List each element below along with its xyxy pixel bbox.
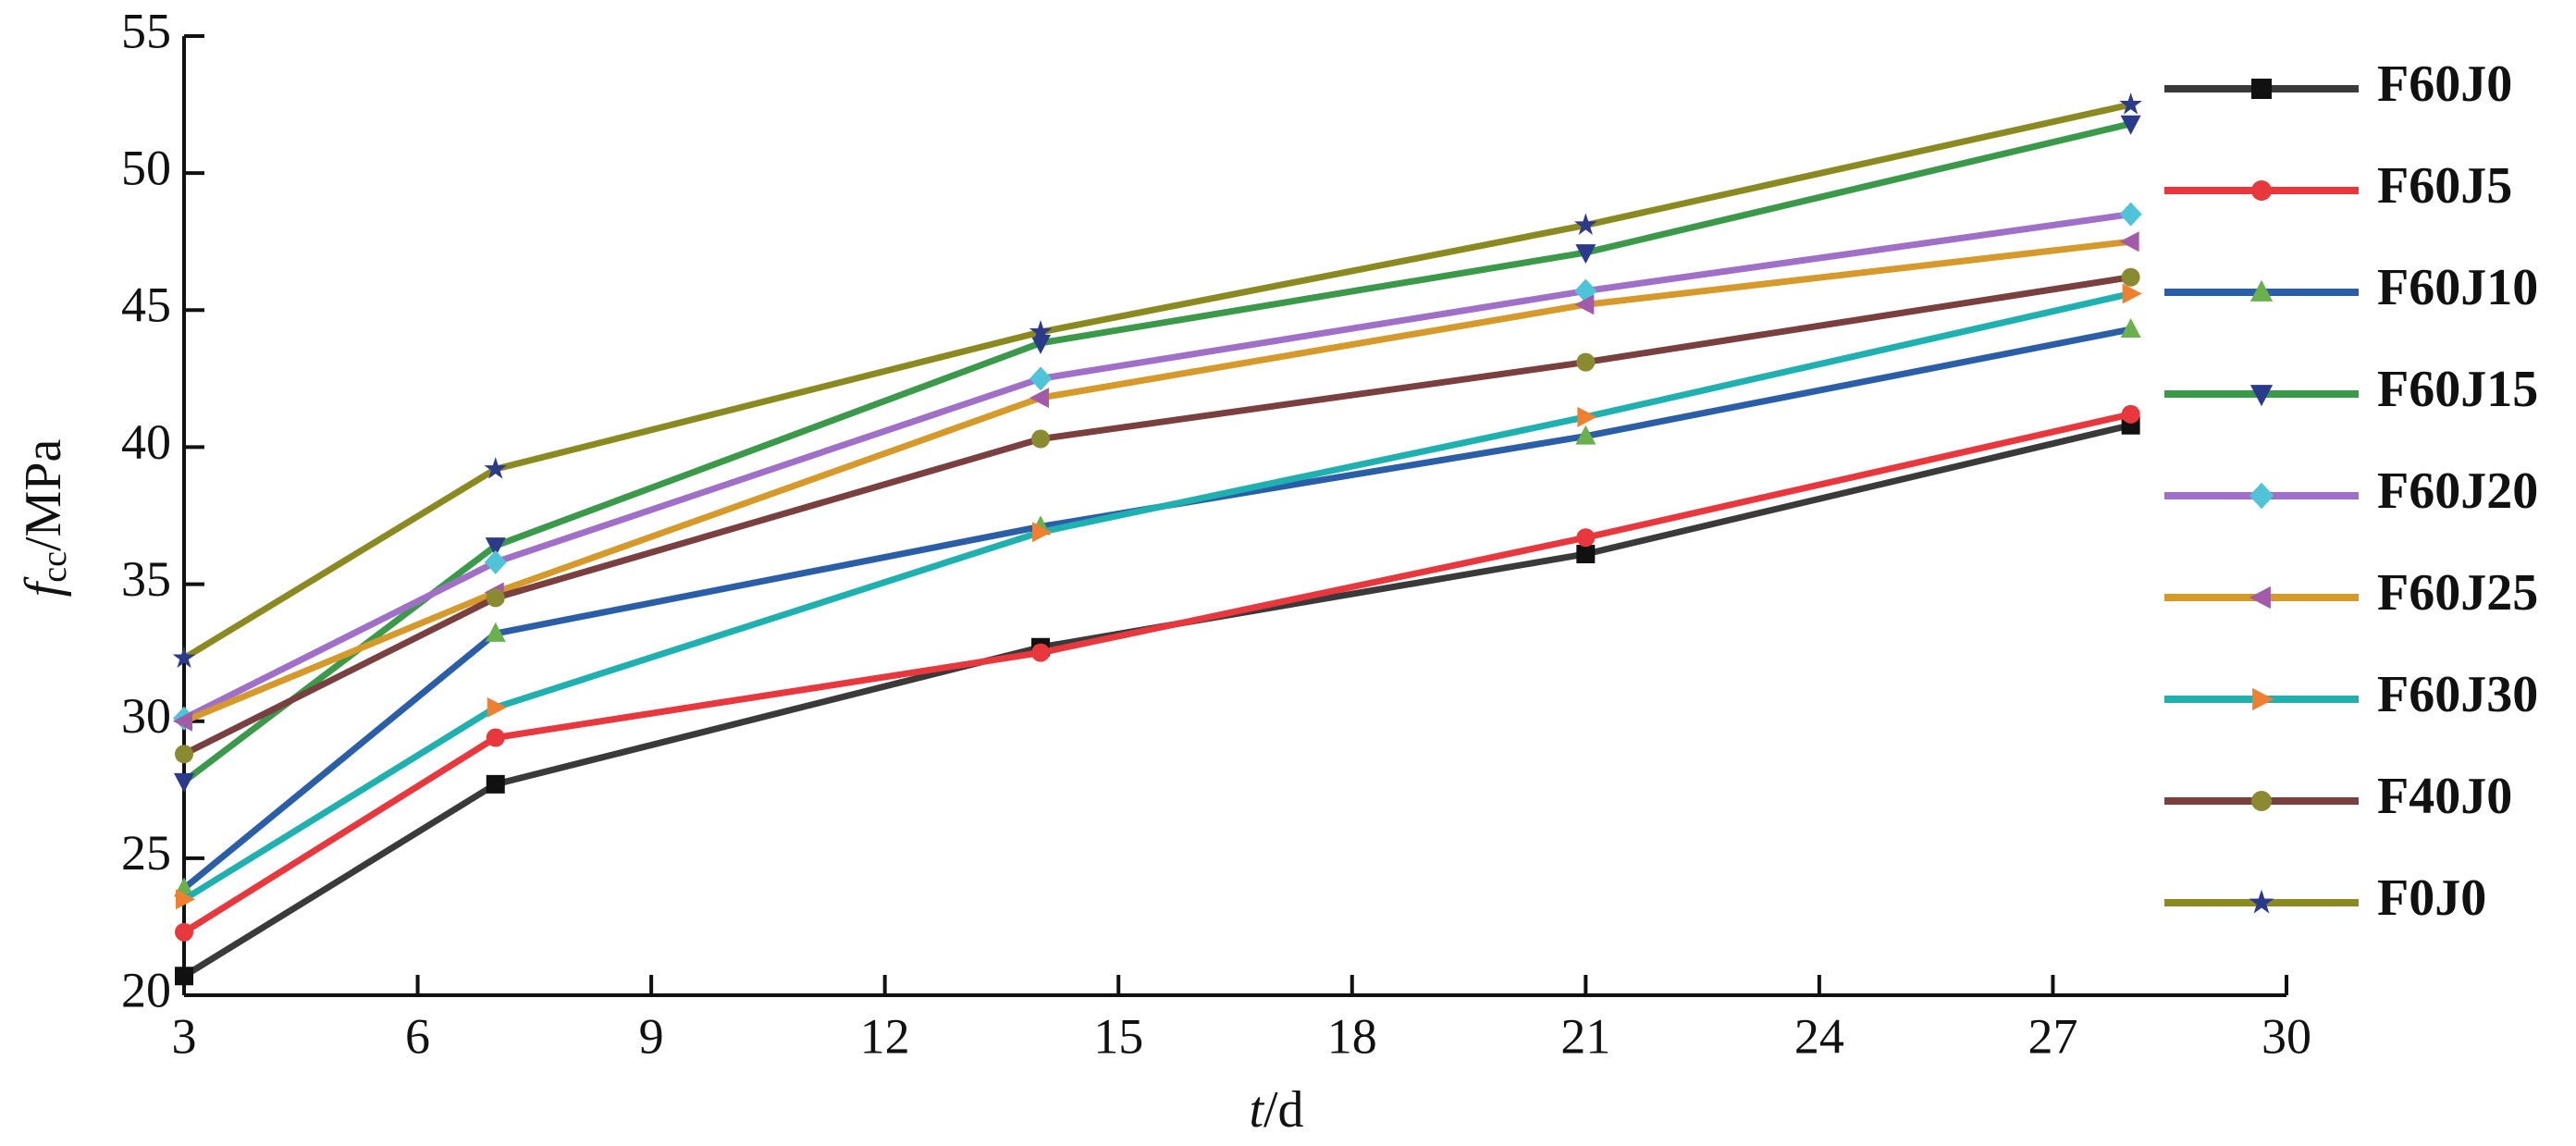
- y-tick-label: 45: [121, 277, 171, 333]
- marker: [485, 622, 506, 642]
- marker: [1574, 294, 1595, 315]
- marker: [2121, 404, 2140, 424]
- legend-label: F40J0: [2377, 768, 2512, 825]
- legend-label: F60J10: [2377, 259, 2538, 316]
- marker: [2121, 267, 2140, 287]
- x-tick-label: 24: [1794, 1008, 1844, 1064]
- legend-marker: [2251, 79, 2272, 99]
- x-tick-label: 30: [2262, 1008, 2311, 1064]
- marker: [176, 889, 195, 910]
- x-tick-label: 3: [172, 1008, 197, 1064]
- y-label-unit: /MPa: [15, 439, 72, 551]
- legend-marker: [2252, 687, 2274, 711]
- y-label-subscript: cc: [35, 551, 74, 583]
- marker: [173, 710, 192, 732]
- y-tick-label: 25: [121, 825, 171, 881]
- legend-label: F60J0: [2377, 55, 2512, 113]
- x-label-unit: /d: [1263, 1081, 1304, 1139]
- x-axis-label: t/d: [1249, 1081, 1303, 1139]
- marker: [2119, 202, 2142, 227]
- y-tick-label: 40: [121, 414, 171, 470]
- legend-label: F60J20: [2377, 462, 2538, 520]
- x-tick-label: 6: [405, 1008, 430, 1064]
- marker: [1575, 244, 1596, 265]
- y-tick-label: 55: [121, 3, 171, 58]
- x-tick-label: 12: [860, 1008, 910, 1064]
- series-line: [181, 120, 2132, 784]
- marker: [175, 745, 193, 764]
- marker: [1575, 425, 1596, 445]
- marker: [1029, 388, 1050, 409]
- marker: [2122, 283, 2142, 304]
- marker: [174, 772, 194, 793]
- marker: [487, 696, 507, 718]
- x-tick-label: 15: [1093, 1008, 1143, 1064]
- marker: [1031, 643, 1051, 662]
- marker: [486, 728, 505, 747]
- x-label-symbol: t: [1249, 1081, 1264, 1139]
- series-line: [182, 211, 2132, 721]
- x-tick-label: 18: [1327, 1008, 1377, 1064]
- legend-marker: [2249, 279, 2274, 302]
- legend-marker: [2249, 889, 2274, 914]
- marker: [175, 967, 193, 986]
- marker: [485, 537, 506, 558]
- x-tick-label: 9: [639, 1008, 664, 1064]
- y-tick-label: 20: [121, 962, 171, 1017]
- marker: [1032, 522, 1053, 543]
- legend-marker: [2251, 180, 2272, 201]
- marker: [2119, 231, 2139, 253]
- x-tick-label: 27: [2028, 1008, 2077, 1064]
- y-axis-label: fcc/MPa: [15, 439, 74, 598]
- marker: [1029, 366, 1053, 391]
- marker: [1031, 429, 1051, 449]
- marker: [484, 549, 507, 574]
- legend-marker: [2251, 791, 2272, 811]
- legend-marker: [2249, 385, 2274, 407]
- y-tick-label: 30: [121, 688, 171, 744]
- marker: [486, 588, 505, 608]
- legend-marker: [2249, 585, 2271, 610]
- legend-label: F60J15: [2377, 361, 2538, 418]
- legend-label: F60J30: [2377, 666, 2538, 723]
- marker: [2120, 318, 2141, 339]
- marker: [172, 646, 196, 669]
- marker: [1576, 352, 1596, 372]
- marker: [486, 774, 505, 794]
- marker: [1576, 544, 1596, 563]
- marker: [1577, 406, 1597, 427]
- legend-label: F60J5: [2377, 157, 2512, 215]
- legend-marker: [2249, 482, 2274, 510]
- series-line: [182, 274, 2132, 758]
- marker: [2119, 92, 2142, 115]
- marker: [175, 922, 193, 942]
- marker: [1576, 528, 1596, 548]
- legend-label: F0J0: [2377, 869, 2486, 927]
- legend-label: F60J25: [2377, 564, 2538, 622]
- marker: [484, 457, 508, 479]
- y-tick-label: 35: [121, 551, 171, 607]
- marker: [1573, 213, 1597, 235]
- marker: [2120, 115, 2141, 135]
- y-tick-label: 50: [121, 141, 171, 196]
- x-tick-label: 21: [1560, 1008, 1610, 1064]
- marker: [1029, 319, 1053, 342]
